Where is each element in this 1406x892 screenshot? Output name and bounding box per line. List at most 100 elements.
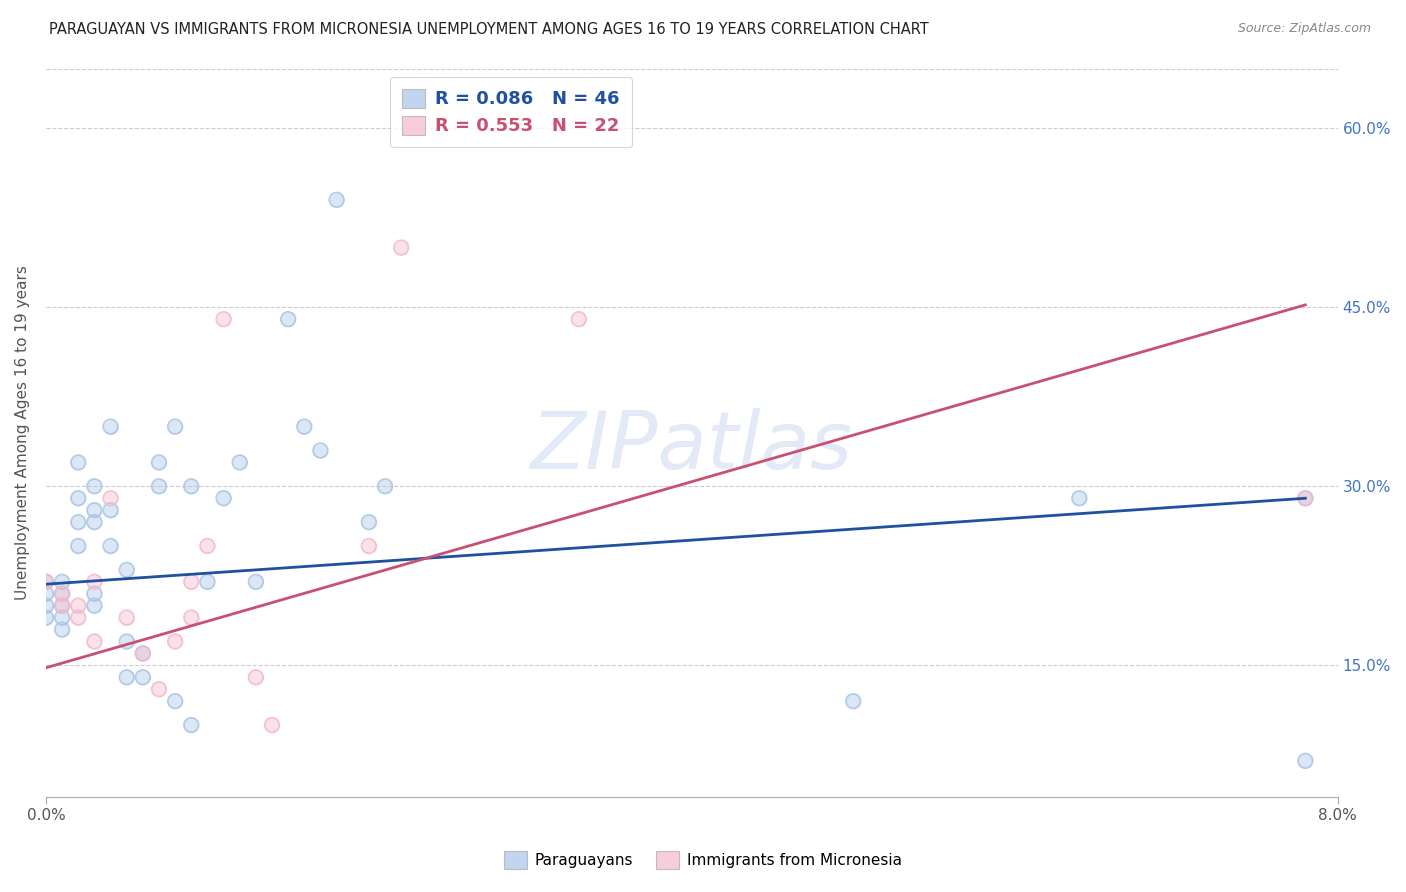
Point [35,610,58,624]
Point [260,718,283,732]
Point [325,193,347,207]
Point [165,419,187,434]
Point [292,419,315,434]
Point [51,610,73,624]
Point [100,419,122,434]
Point [148,479,170,493]
Point [357,539,380,553]
Point [197,539,219,553]
Point [83,574,105,589]
Point [132,670,155,684]
Point [148,455,170,469]
Point [1069,491,1091,506]
Point [180,574,202,589]
Point [67,610,90,624]
Point [148,682,170,697]
Point [212,312,235,326]
Point [180,718,202,732]
Point [83,634,105,648]
Point [212,312,235,326]
Point [100,539,122,553]
Point [212,491,235,506]
Point [51,623,73,637]
Point [115,634,138,648]
Text: Source: ZipAtlas.com: Source: ZipAtlas.com [1237,22,1371,36]
Point [212,491,235,506]
Point [180,479,202,493]
Point [51,610,73,624]
Point [83,634,105,648]
Point [568,312,591,326]
Point [67,455,90,469]
Point [389,241,412,255]
Point [100,491,122,506]
Point [51,574,73,589]
Point [245,670,267,684]
Point [35,587,58,601]
Point [51,599,73,613]
Point [165,694,187,708]
Point [132,647,155,661]
Point [83,599,105,613]
Point [309,443,332,458]
Point [83,599,105,613]
Point [100,503,122,517]
Point [51,587,73,601]
Point [1294,491,1316,506]
Point [180,610,202,624]
Point [35,587,58,601]
Point [228,455,250,469]
Point [374,479,396,493]
Point [148,682,170,697]
Point [67,599,90,613]
Point [35,574,58,589]
Point [83,515,105,529]
Point [165,634,187,648]
Point [245,574,267,589]
Point [180,574,202,589]
Point [115,670,138,684]
Point [83,587,105,601]
Text: PARAGUAYAN VS IMMIGRANTS FROM MICRONESIA UNEMPLOYMENT AMONG AGES 16 TO 19 YEARS : PARAGUAYAN VS IMMIGRANTS FROM MICRONESIA… [49,22,929,37]
Point [132,670,155,684]
Point [51,623,73,637]
Point [1294,754,1316,768]
Point [115,563,138,577]
Point [67,539,90,553]
Point [115,610,138,624]
Point [165,694,187,708]
Point [115,563,138,577]
Point [51,587,73,601]
Point [180,718,202,732]
Point [83,479,105,493]
Point [51,599,73,613]
Point [148,479,170,493]
Point [228,455,250,469]
Point [197,574,219,589]
Point [568,312,591,326]
Point [51,574,73,589]
Point [67,599,90,613]
Point [100,419,122,434]
Point [67,491,90,506]
Point [115,670,138,684]
Point [51,587,73,601]
Point [115,610,138,624]
Point [100,491,122,506]
Point [277,312,299,326]
Point [83,479,105,493]
Point [374,479,396,493]
Point [67,491,90,506]
Point [357,515,380,529]
Point [67,610,90,624]
Point [245,670,267,684]
Point [35,599,58,613]
Point [180,610,202,624]
Point [842,694,865,708]
Point [83,503,105,517]
Point [35,574,58,589]
Point [165,634,187,648]
Point [100,503,122,517]
Legend: R = 0.086   N = 46, R = 0.553   N = 22: R = 0.086 N = 46, R = 0.553 N = 22 [391,77,631,147]
Point [51,599,73,613]
